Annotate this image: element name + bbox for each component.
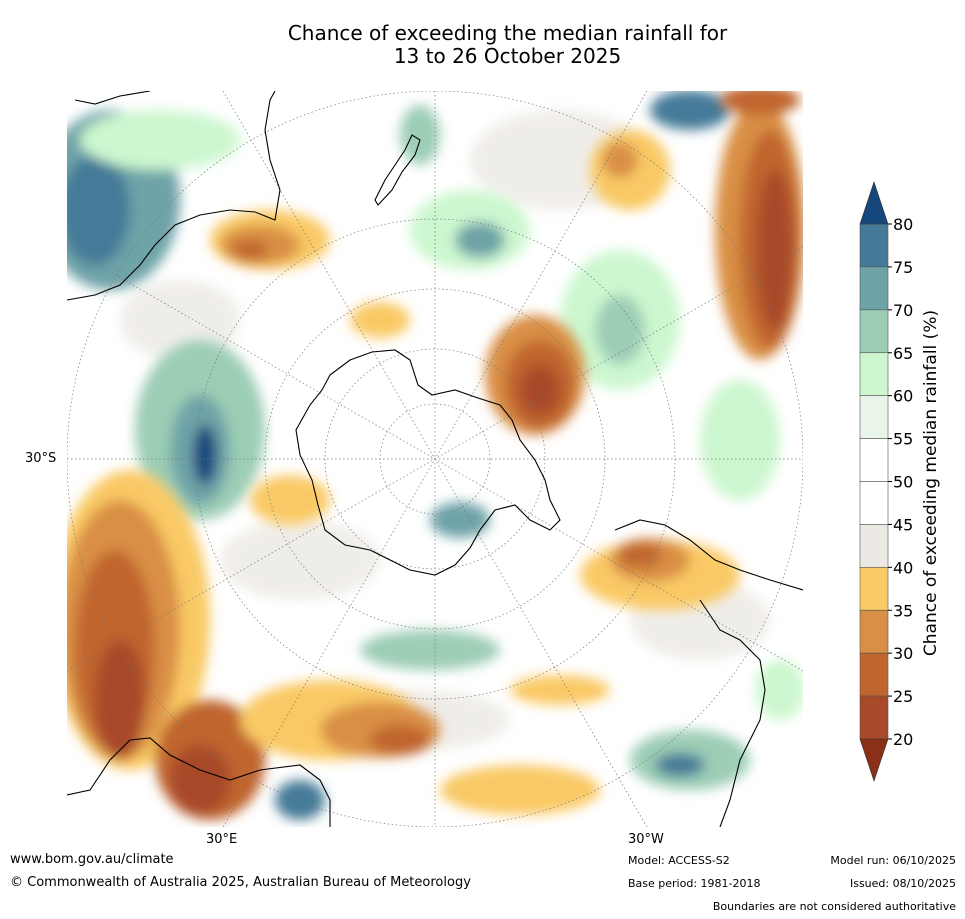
colorbar-band	[859, 652, 889, 697]
colorbar-extend-max	[859, 181, 889, 225]
footer-disclaimer: Boundaries are not considered authoritat…	[712, 900, 956, 913]
coastlines	[67, 91, 803, 827]
colorbar-band	[859, 266, 889, 311]
south-america-coastline	[614, 519, 803, 591]
colorbar-band	[859, 223, 889, 268]
africa-coastline	[67, 737, 331, 827]
dry-anomaly-areas	[67, 91, 803, 820]
colorbar-tick-label: 25	[893, 687, 913, 706]
footer-copyright: © Commonwealth of Australia 2025, Austra…	[10, 875, 471, 890]
colorbar-band	[859, 309, 889, 354]
latitude-label-30s: 30°S	[25, 451, 57, 466]
colorbar-tick-label: 65	[893, 344, 913, 363]
south-america-coastline-2	[699, 599, 766, 827]
footer-issued: Issued: 08/10/2025	[849, 877, 956, 890]
colorbar-extend-min	[859, 738, 889, 782]
colorbar-tick-label: 75	[893, 258, 913, 277]
footer-base-period: Base period: 1981-2018	[628, 877, 761, 890]
colorbar-band	[859, 695, 889, 740]
graticule	[67, 91, 803, 827]
colorbar-tick-label: 70	[893, 301, 913, 320]
longitude-label-30w: 30°W	[628, 832, 664, 847]
colorbar-tick-label: 60	[893, 387, 913, 406]
title-line-1: Chance of exceeding the median rainfall …	[287, 21, 728, 45]
colorbar-title: Chance of exceeding median rainfall (%)	[921, 309, 941, 657]
australia-coastline	[67, 91, 281, 301]
colorbar-tick-label: 20	[893, 730, 913, 749]
title-line-2: 13 to 26 October 2025	[393, 44, 622, 68]
footer-model-run: Model run: 06/10/2025	[830, 854, 956, 867]
longitude-label-30e: 30°E	[206, 832, 238, 847]
colorbar-tick-label: 40	[893, 558, 913, 577]
colorbar-band	[859, 567, 889, 611]
new-zealand-coastline	[374, 134, 421, 206]
colorbar-tick-label: 55	[893, 430, 913, 449]
colorbar-band	[859, 395, 889, 439]
colorbar-tick-label: 50	[893, 473, 913, 492]
antarctica-coastline	[295, 349, 561, 576]
footer-url[interactable]: www.bom.gov.au/climate	[10, 852, 174, 867]
colorbar: 20 25 30 35 40 45 50 55 60 65 70 75 80	[859, 181, 913, 782]
map-panel	[67, 91, 803, 827]
colorbar-band	[859, 524, 889, 568]
colorbar-band	[859, 481, 889, 525]
colorbar-tick-label: 80	[893, 215, 913, 234]
colorbar-band	[859, 352, 889, 396]
map-title: Chance of exceeding the median rainfall …	[0, 22, 965, 68]
colorbar-tick-label: 35	[893, 601, 913, 620]
colorbar-band	[859, 438, 889, 482]
colorbar-tick-label: 30	[893, 644, 913, 663]
footer-model: Model: ACCESS-S2	[628, 854, 730, 867]
colorbar-band	[859, 609, 889, 654]
madagascar-coastline	[74, 91, 151, 105]
colorbar-tick-label: 45	[893, 515, 913, 534]
